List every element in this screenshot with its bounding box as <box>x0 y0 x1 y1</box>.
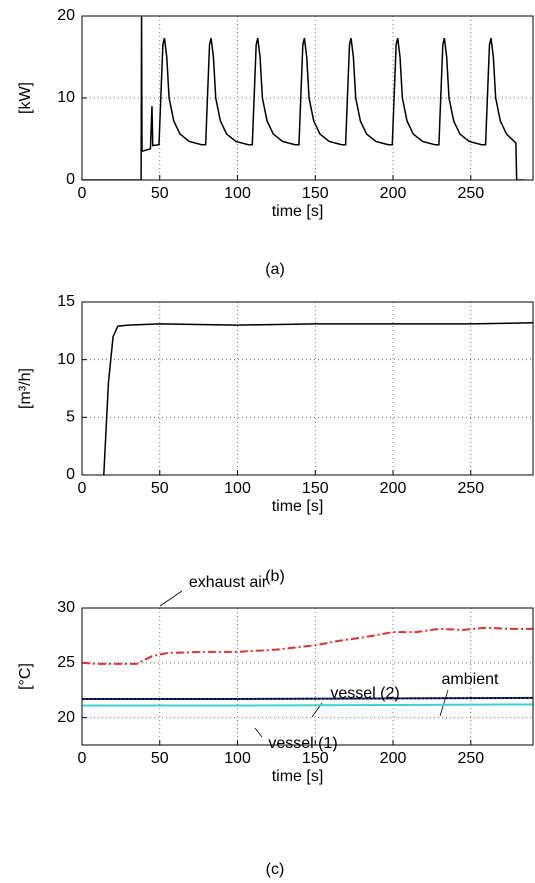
data-line <box>103 322 533 475</box>
y-tick-label: 0 <box>66 466 75 483</box>
y-axis-label: [°C] <box>17 663 34 690</box>
annotation: vessel (1) <box>268 735 337 752</box>
annotation-leader <box>439 689 449 717</box>
x-tick-label: 150 <box>302 750 329 767</box>
x-tick-label: 200 <box>380 480 407 497</box>
y-axis-label: [m³/h] <box>17 368 34 409</box>
x-axis-label: time [s] <box>272 498 324 515</box>
x-tick-label: 100 <box>224 185 251 202</box>
annotation: exhaust air <box>189 574 268 591</box>
y-tick-label: 25 <box>57 654 75 671</box>
x-tick-label: 0 <box>78 750 87 767</box>
x-tick-label: 50 <box>151 750 169 767</box>
y-tick-label: 15 <box>57 293 75 310</box>
axes-box <box>81 15 534 181</box>
data-line <box>82 703 533 707</box>
x-tick-label: 0 <box>78 185 87 202</box>
annotation: ambient <box>442 671 499 688</box>
x-tick-label: 250 <box>457 750 484 767</box>
annotation-leader <box>254 727 263 738</box>
x-axis-label: time [s] <box>272 203 324 220</box>
caption: (b) <box>265 568 285 585</box>
data-line <box>82 16 526 180</box>
y-tick-label: 10 <box>57 89 75 106</box>
x-tick-label: 0 <box>78 480 87 497</box>
axes-box <box>81 301 534 476</box>
x-tick-label: 100 <box>224 750 251 767</box>
y-tick-label: 5 <box>66 409 75 426</box>
x-tick-label: 50 <box>151 185 169 202</box>
y-tick-label: 10 <box>57 351 75 368</box>
annotation: vessel (2) <box>330 685 399 702</box>
x-axis-label: time [s] <box>272 768 324 785</box>
y-tick-label: 30 <box>57 599 75 616</box>
caption: (a) <box>265 261 285 278</box>
data-line <box>82 697 533 700</box>
y-axis-label: [kW] <box>17 82 34 114</box>
x-tick-label: 150 <box>302 480 329 497</box>
x-tick-label: 250 <box>457 480 484 497</box>
x-tick-label: 50 <box>151 480 169 497</box>
y-tick-label: 20 <box>57 7 75 24</box>
x-tick-label: 250 <box>457 185 484 202</box>
x-tick-label: 150 <box>302 185 329 202</box>
x-tick-label: 100 <box>224 480 251 497</box>
data-line <box>82 626 533 665</box>
x-tick-label: 200 <box>380 185 407 202</box>
annotation-leader <box>159 590 183 607</box>
x-tick-label: 200 <box>380 750 407 767</box>
axes-box <box>81 607 534 746</box>
caption: (c) <box>266 861 285 878</box>
y-tick-label: 20 <box>57 709 75 726</box>
y-tick-label: 0 <box>66 171 75 188</box>
